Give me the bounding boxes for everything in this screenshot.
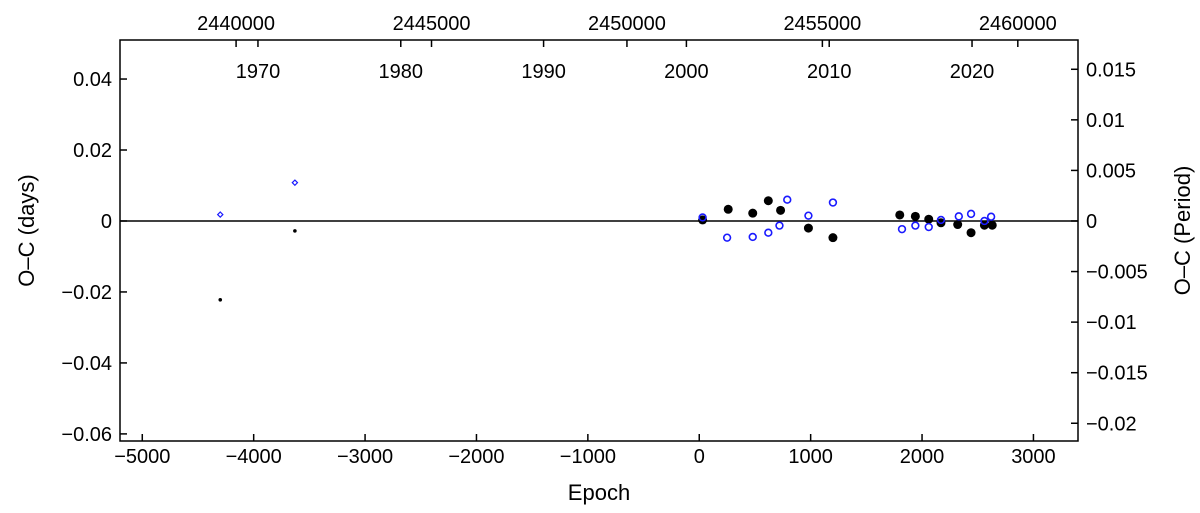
right-y-tick-label: 0.005	[1086, 160, 1136, 182]
secondary-minimum-point	[748, 232, 757, 242]
top-year-tick-label: 1990	[521, 61, 566, 83]
right-y-tick-label: −0.005	[1086, 262, 1148, 284]
right-y-tick-label: −0.015	[1086, 363, 1148, 385]
primary-minimum-point	[910, 211, 920, 221]
top-year-tick-label: 1970	[236, 61, 281, 83]
primary-minimum-point	[698, 215, 708, 225]
left-y-tick-label: 0.04	[73, 69, 112, 91]
left-y-tick-label: 0.02	[73, 140, 112, 162]
primary-minimum-point	[776, 205, 786, 215]
left-y-tick-label: 0	[101, 211, 112, 233]
x-tick-label: 2000	[900, 446, 945, 468]
top-year-tick-label: 1980	[379, 61, 424, 83]
primary-minimum-point	[828, 233, 838, 243]
top-year-tick-label: 2010	[807, 61, 852, 83]
secondary-minimum-point	[954, 212, 964, 221]
primary-minimum-point	[803, 223, 813, 233]
left-y-axis-title: O–C (days)	[14, 174, 39, 286]
secondary-minimum-point	[216, 211, 224, 219]
secondary-minimum-point	[980, 216, 989, 226]
right-y-tick-label: 0.01	[1086, 110, 1125, 132]
primary-minimum-point	[723, 204, 733, 214]
x-tick-label: −1000	[560, 446, 616, 468]
x-tick-label: −4000	[226, 446, 282, 468]
x-tick-label: −2000	[448, 446, 504, 468]
primary-minimum-point	[953, 220, 963, 230]
primary-minimum-point	[966, 228, 976, 238]
secondary-minimum-point	[924, 222, 933, 232]
secondary-minimum-point	[775, 221, 784, 230]
left-y-tick-label: −0.02	[61, 282, 112, 304]
top-year-tick-label: 2000	[664, 61, 709, 83]
top-jd-tick-label: 2445000	[393, 13, 471, 35]
primary-minimum-point	[924, 214, 934, 224]
secondary-minimum-point	[986, 212, 996, 221]
top-jd-tick-label: 2460000	[979, 13, 1057, 35]
x-tick-label: −5000	[114, 446, 170, 468]
axis-ticks	[120, 40, 1078, 441]
secondary-minimum-point	[828, 198, 838, 207]
primary-minimum-point	[748, 208, 758, 218]
top-jd-tick-label: 2455000	[783, 13, 861, 35]
secondary-minimum-point	[698, 213, 707, 222]
top-year-tick-label: 2020	[950, 61, 995, 83]
secondary-minimum-point	[897, 224, 907, 234]
secondary-minimum-point	[911, 221, 920, 230]
right-y-tick-label: −0.01	[1086, 312, 1137, 334]
primary-minimum-point	[218, 297, 223, 302]
x-tick-label: 1000	[788, 446, 833, 468]
left-y-tick-label: −0.06	[61, 424, 112, 446]
primary-minimum-point	[763, 196, 773, 206]
x-tick-label: 0	[694, 446, 705, 468]
top-jd-tick-label: 2450000	[588, 13, 666, 35]
x-tick-label: −3000	[337, 446, 393, 468]
x-tick-label: 3000	[1011, 446, 1056, 468]
left-y-tick-label: −0.04	[61, 353, 112, 375]
right-y-tick-label: 0.015	[1086, 59, 1136, 81]
secondary-minimum-point	[291, 179, 299, 187]
plot-frame	[119, 39, 1079, 442]
right-y-axis-title: O–C (Period)	[1170, 166, 1195, 296]
primary-minimum-point	[293, 229, 297, 233]
secondary-minimum-point	[966, 209, 976, 219]
secondary-minimum-point	[783, 195, 792, 204]
secondary-minimum-point	[936, 215, 946, 225]
primary-minimum-point	[895, 210, 905, 220]
secondary-minimum-point	[804, 211, 813, 220]
primary-minimum-point	[987, 220, 997, 230]
top-jd-tick-label: 2440000	[197, 13, 275, 35]
x-axis-title: Epoch	[568, 480, 630, 505]
secondary-minimum-point	[764, 228, 773, 237]
data-points	[216, 179, 997, 302]
right-y-tick-label: 0	[1086, 211, 1097, 233]
axis-tick-labels: −5000 −4000 −3000 −2000 −1000 0 1000 2000 3000 0.…	[61, 13, 1147, 468]
secondary-minimum-point	[722, 233, 732, 242]
right-y-tick-label: −0.02	[1086, 413, 1137, 435]
